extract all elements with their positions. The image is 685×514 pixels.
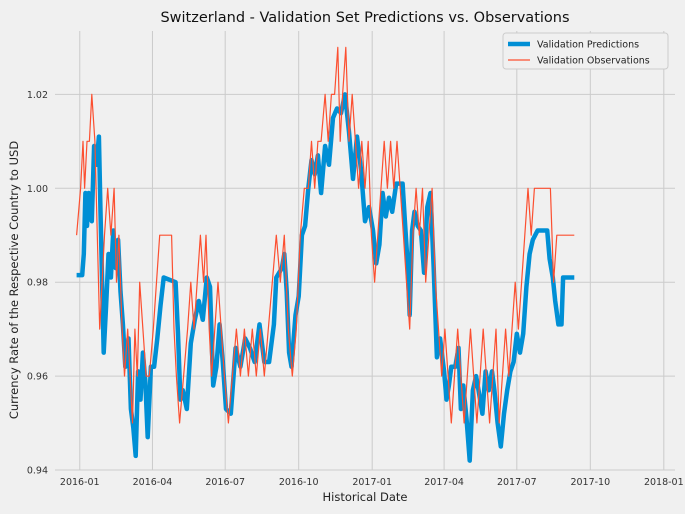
chart-title: Switzerland - Validation Set Predictions… (160, 10, 569, 26)
x-tick-label: 2018-01 (644, 477, 684, 488)
x-tick-label: 2016-07 (205, 477, 245, 488)
y-tick-label: 1.02 (27, 90, 48, 101)
series-layer (76, 46, 575, 463)
x-tick-label: 2016-04 (133, 477, 173, 488)
x-tick-label: 2017-10 (570, 477, 610, 488)
x-tick-label: 2017-01 (352, 477, 392, 488)
y-tick-label: 0.96 (27, 372, 48, 383)
x-tick-labels: 2016-01 2016-04 2016-07 2016-10 2017-01 2017-… (60, 477, 684, 488)
x-tick-label: 2016-01 (60, 477, 100, 488)
legend-box (502, 32, 669, 70)
legend-label-predictions: Validation Predictions (537, 40, 639, 51)
y-tick-label: 0.98 (27, 278, 48, 289)
y-tick-label: 1.00 (27, 184, 48, 195)
y-tick-label: 0.94 (27, 466, 48, 477)
x-tick-label: 2016-10 (279, 477, 319, 488)
grid-lines (55, 31, 675, 471)
x-tick-label: 2017-04 (424, 477, 464, 488)
y-tick-labels: 0.94 0.96 0.98 1.00 1.02 (27, 90, 48, 477)
x-tick-label: 2017-07 (497, 477, 537, 488)
legend: Validation Predictions Validation Observ… (502, 32, 669, 70)
series-line-validation-observations (76, 46, 575, 424)
x-axis-label: Historical Date (322, 490, 407, 504)
legend-label-observations: Validation Observations (537, 56, 650, 67)
y-axis-label: Currency Rate of the Respective Country … (7, 141, 21, 419)
